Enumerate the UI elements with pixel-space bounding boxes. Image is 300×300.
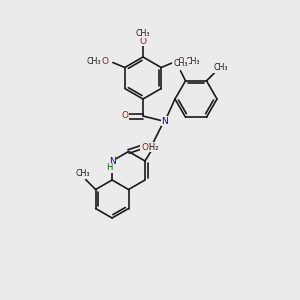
Text: O: O: [122, 112, 128, 121]
Text: H: H: [106, 164, 112, 172]
Text: CH₃: CH₃: [75, 169, 90, 178]
Text: N: N: [109, 157, 116, 166]
Text: CH₃: CH₃: [185, 57, 200, 66]
Text: N: N: [162, 116, 168, 125]
Text: O: O: [177, 57, 184, 66]
Text: CH₃: CH₃: [213, 63, 228, 72]
Text: CH₃: CH₃: [173, 59, 188, 68]
Text: O: O: [141, 143, 148, 152]
Text: O: O: [102, 57, 109, 66]
Text: O: O: [140, 37, 146, 46]
Text: CH₃: CH₃: [136, 28, 150, 38]
Text: CH₂: CH₂: [143, 142, 159, 152]
Text: CH₃: CH₃: [86, 57, 101, 66]
